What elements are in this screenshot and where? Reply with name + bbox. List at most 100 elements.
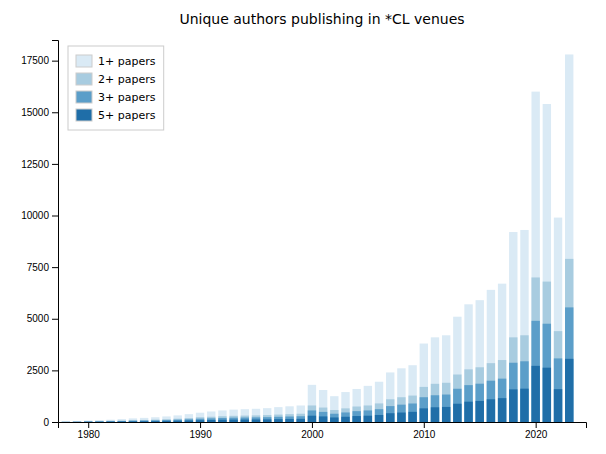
bar (565, 307, 573, 422)
y-tick: 12500 (21, 159, 58, 170)
bar (84, 421, 92, 422)
x-tick: 2000 (301, 422, 324, 440)
bar (106, 421, 114, 422)
bar (229, 416, 237, 422)
bar (297, 405, 305, 422)
bar (554, 331, 562, 422)
bar (408, 365, 416, 422)
bar (308, 410, 316, 422)
y-tick: 5000 (27, 313, 58, 324)
bar (330, 414, 338, 422)
bar (431, 395, 439, 422)
bar (386, 413, 394, 422)
y-tick: 17500 (21, 55, 58, 66)
bar (151, 421, 159, 422)
tick-mark (52, 267, 58, 268)
bar (229, 410, 237, 422)
bar (397, 413, 405, 422)
tick-label: 5000 (27, 313, 50, 324)
bar (543, 104, 551, 422)
bar (364, 386, 372, 422)
bar (84, 421, 92, 422)
bar (95, 421, 103, 422)
bar (297, 419, 305, 422)
bar (341, 408, 349, 422)
bar (453, 317, 461, 422)
chart: 1980199020002010202002500500075001000012… (0, 0, 606, 454)
bar (498, 360, 506, 422)
bar (207, 417, 215, 422)
bar (174, 419, 182, 422)
bar (95, 420, 103, 422)
bar (62, 421, 70, 422)
bar (241, 416, 249, 422)
bar (520, 389, 528, 422)
bar (565, 54, 573, 422)
bar (531, 321, 539, 422)
bar (140, 421, 148, 422)
tick-label: 10000 (21, 210, 49, 221)
bar (509, 389, 517, 422)
bar (509, 337, 517, 422)
bar (196, 413, 204, 422)
bar (106, 421, 114, 422)
x-tick: 1980 (78, 422, 101, 440)
bar (509, 363, 517, 422)
bar (218, 410, 226, 422)
bar (73, 421, 81, 422)
y-tick: 7500 (27, 262, 58, 273)
bar (442, 383, 450, 422)
bar (285, 406, 293, 422)
tick-mark (536, 422, 537, 428)
bar (431, 337, 439, 422)
bar (207, 418, 215, 422)
bar (162, 421, 170, 422)
bar (62, 421, 70, 422)
legend-label: 5+ papers (98, 109, 156, 122)
bar (565, 359, 573, 422)
bar (341, 412, 349, 422)
bar (151, 417, 159, 422)
bar (375, 403, 383, 422)
bar (241, 420, 249, 422)
bar (442, 335, 450, 422)
bar (487, 363, 495, 422)
legend-frame (68, 46, 164, 130)
tick-mark (52, 61, 58, 62)
bar (464, 369, 472, 422)
bar (408, 396, 416, 422)
bar (274, 407, 282, 422)
bar (476, 401, 484, 422)
tick-mark (52, 422, 58, 423)
bar-series (62, 54, 574, 422)
bar (531, 277, 539, 422)
legend-item: 1+ papers (76, 55, 156, 68)
bar (330, 396, 338, 422)
bar (453, 389, 461, 422)
bar (84, 421, 92, 422)
legend-item: 2+ papers (76, 73, 156, 86)
tick-label: 1980 (78, 429, 101, 440)
bar (73, 421, 81, 422)
tick-label: 15000 (21, 107, 49, 118)
bar (84, 421, 92, 422)
bar (162, 419, 170, 422)
bar (229, 420, 237, 422)
bar (442, 395, 450, 422)
bar (185, 419, 193, 422)
tick-label: 7500 (27, 262, 50, 273)
bar (241, 418, 249, 422)
tick-mark (52, 370, 58, 371)
bar (408, 403, 416, 422)
legend-swatch (76, 109, 92, 121)
bar (185, 418, 193, 422)
x-tick: 2010 (413, 422, 436, 440)
bar (285, 419, 293, 422)
bar (476, 300, 484, 422)
bar (453, 404, 461, 422)
bar (464, 304, 472, 422)
bar (285, 416, 293, 422)
bar (129, 421, 137, 422)
bar (397, 397, 405, 422)
bar (263, 419, 271, 422)
